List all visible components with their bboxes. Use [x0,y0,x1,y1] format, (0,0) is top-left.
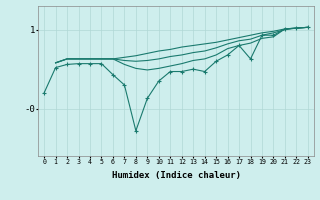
X-axis label: Humidex (Indice chaleur): Humidex (Indice chaleur) [111,171,241,180]
